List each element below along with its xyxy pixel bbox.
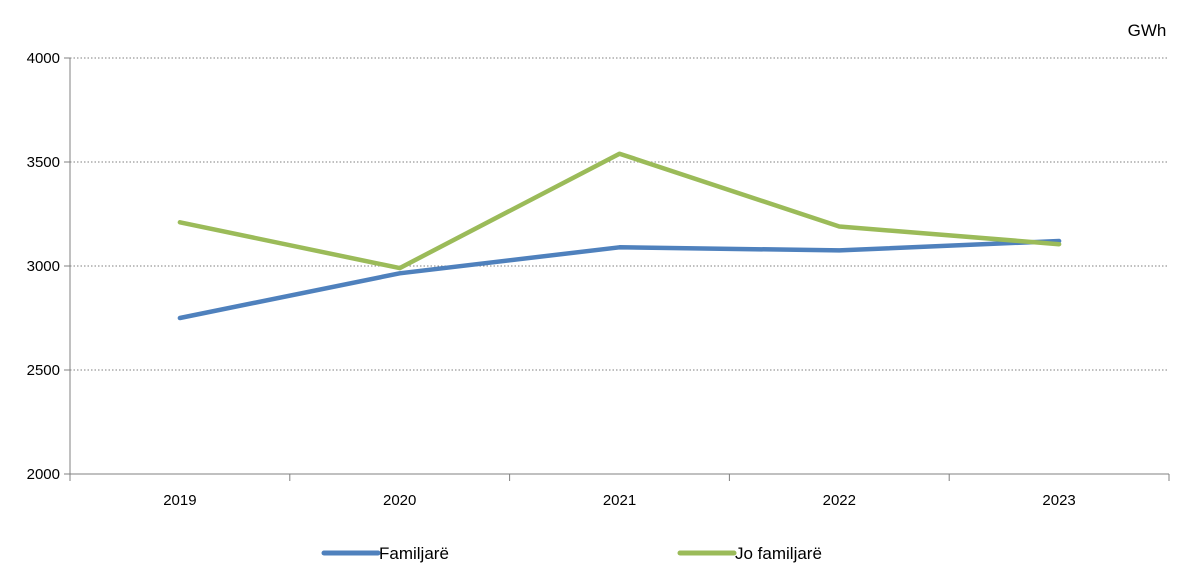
x-tick-label: 2023 [1042, 492, 1075, 509]
series-line-1 [177, 238, 1062, 321]
y-tick-label: 3000 [27, 258, 60, 275]
tick-labels: 2000 2500 3000 3500 4000 2019 2020 2021 2022 2023 [27, 50, 1076, 509]
series-lines [177, 151, 1062, 321]
x-tick-label: 2020 [383, 492, 416, 509]
series-line-2 [177, 151, 1062, 271]
y-tick-label: 2500 [27, 362, 60, 379]
y-tick-label: 4000 [27, 50, 60, 67]
legend-label: Familjarë [379, 544, 449, 563]
y-tick-label: 2000 [27, 466, 60, 483]
x-tick-label: 2021 [603, 492, 636, 509]
y-tick-label: 3500 [27, 154, 60, 171]
unit-label: GWh [1128, 21, 1167, 40]
legend-label: Jo familjarë [735, 544, 822, 563]
legend: Familjarë Jo familjarë [321, 544, 822, 563]
x-tick-label: 2019 [163, 492, 196, 509]
axes [64, 57, 1170, 481]
gridlines [70, 57, 1169, 371]
x-tick-label: 2022 [823, 492, 856, 509]
